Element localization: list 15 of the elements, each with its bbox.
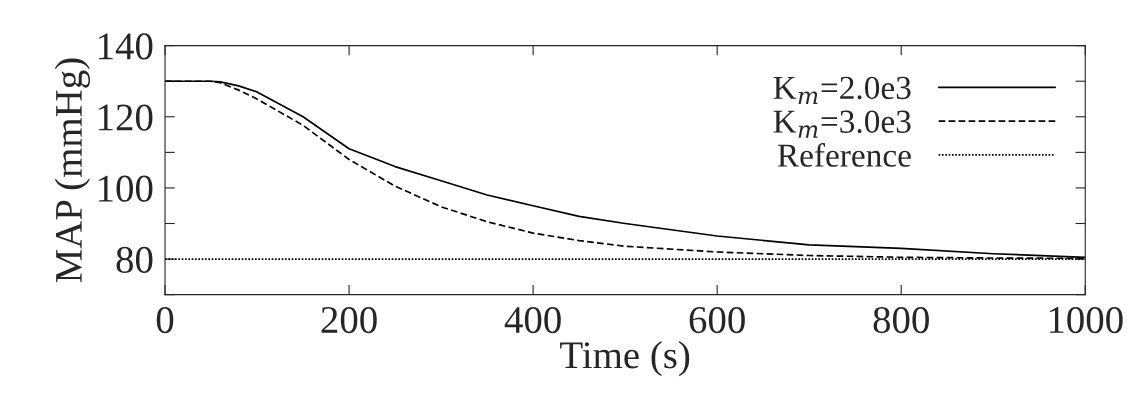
x-tick-label: 400 [504,306,561,334]
x-axis-title: Time (s) [560,341,690,377]
y-tick-label: 100 [99,175,153,202]
legend-label: K$_{m}$=3.0e3 [773,110,911,138]
x-tick-label: 200 [321,306,377,334]
x-tick-label: 1000 [1049,306,1123,334]
y-tick-label: 140 [99,33,153,60]
x-tick-label: 0 [156,306,174,334]
y-axis-title: MAP (mmHg) [54,58,91,283]
legend-label: Reference [777,143,911,167]
y-tick-label: 120 [99,104,153,131]
x-tick-label: 600 [689,306,745,334]
x-tick-label: 800 [873,306,929,334]
y-tick-label: 80 [116,246,153,273]
legend-label: K$_{m}$=2.0e3 [773,76,911,105]
